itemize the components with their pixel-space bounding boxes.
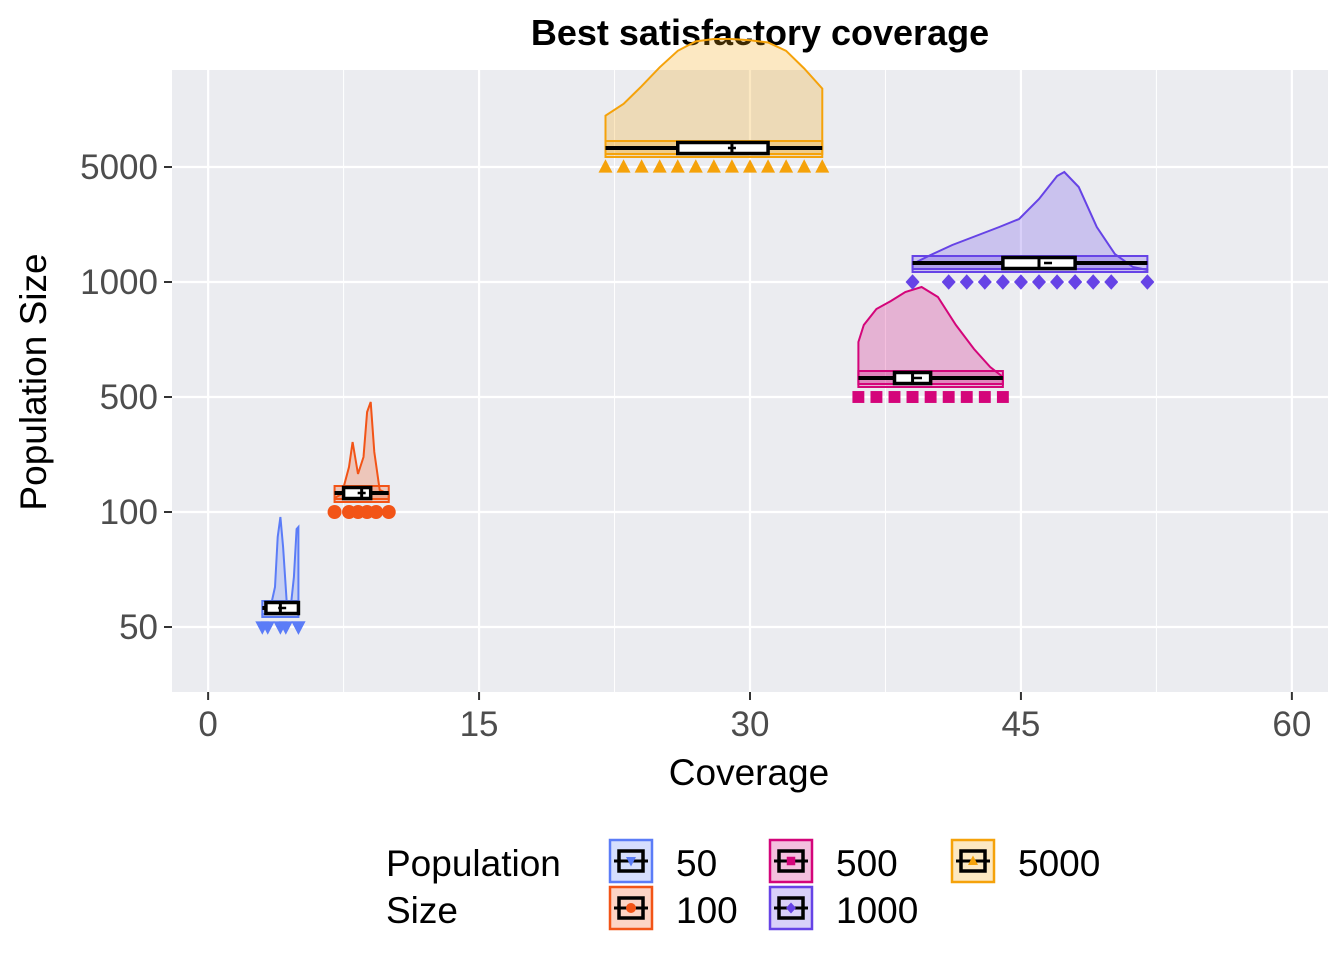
x-tick-label: 15 (460, 705, 499, 744)
legend-item-500: 500 (768, 838, 898, 884)
point-500 (888, 391, 901, 403)
point-500 (978, 391, 991, 403)
x-tick-label: 45 (1001, 705, 1040, 744)
y-tick-label: 500 (100, 378, 158, 417)
point-5000 (670, 159, 685, 173)
point-1000 (1086, 274, 1101, 290)
point-500 (960, 391, 973, 403)
point-5000 (688, 159, 703, 173)
legend-key-marker (786, 902, 796, 914)
point-5000 (724, 159, 739, 173)
legend-key-box (777, 849, 805, 873)
y-axis-title: Population Size (13, 253, 54, 510)
point-500 (870, 391, 883, 403)
x-tick-label: 30 (731, 705, 770, 744)
point-50 (291, 621, 306, 635)
point-50 (260, 621, 275, 635)
x-axis: 0 15 30 45 60 (198, 692, 1311, 744)
legend-label-50: 50 (676, 843, 717, 884)
raw-points (255, 159, 1155, 635)
density-cloud-500 (857, 285, 1004, 388)
legend-key-marker (626, 903, 636, 913)
point-5000 (706, 159, 721, 173)
x-tick-label: 60 (1272, 705, 1311, 744)
point-500 (942, 391, 955, 403)
point-1000 (1050, 274, 1065, 290)
chart-title: Best satisfactory coverage (531, 12, 989, 53)
legend-key-box (959, 849, 987, 873)
legend-key-box (777, 896, 805, 920)
y-tick-label: 1000 (80, 263, 158, 302)
box-5000 (676, 140, 770, 156)
point-5000 (634, 159, 649, 173)
legend-label-100: 100 (676, 890, 738, 931)
legend-item-50: 50 (608, 838, 717, 884)
legend-label-500: 500 (836, 843, 898, 884)
point-500 (852, 391, 865, 403)
point-100 (381, 505, 396, 519)
legend-key-box (617, 849, 645, 873)
box-100 (341, 485, 373, 501)
point-5000 (761, 159, 776, 173)
legend: Population Size 50 100 500 1000 5000 (386, 838, 1100, 931)
point-1000 (1013, 274, 1028, 290)
legend-key-box (617, 896, 645, 920)
box-plots (261, 140, 1149, 616)
legend-label-5000: 5000 (1018, 843, 1100, 884)
point-500 (906, 391, 919, 403)
point-1000 (1032, 274, 1046, 290)
legend-item-5000: 5000 (950, 838, 1100, 884)
point-50 (278, 621, 293, 635)
point-500 (924, 391, 937, 403)
point-5000 (779, 159, 794, 173)
point-1000 (959, 274, 974, 290)
point-1000 (1104, 274, 1119, 290)
point-1000 (977, 274, 992, 290)
y-tick-label: 50 (119, 608, 158, 647)
point-1000 (941, 274, 956, 290)
point-1000 (1068, 274, 1083, 290)
point-500 (996, 391, 1009, 403)
y-axis: 50 100 500 1000 5000 (80, 148, 172, 647)
point-5000 (797, 159, 812, 173)
legend-title-line-1: Population (386, 843, 561, 884)
legend-key-marker (626, 857, 636, 867)
legend-title-line-2: Size (386, 890, 458, 931)
legend-item-1000: 1000 (768, 885, 918, 931)
x-axis-title: Coverage (669, 752, 829, 793)
point-5000 (616, 159, 631, 173)
x-tick-label: 0 (198, 705, 217, 744)
point-5000 (652, 159, 667, 173)
legend-item-100: 100 (608, 885, 738, 931)
point-1000 (905, 274, 920, 290)
point-1000 (1140, 274, 1155, 290)
y-tick-label: 5000 (80, 148, 158, 187)
point-5000 (743, 159, 757, 173)
point-5000 (598, 159, 613, 173)
legend-key-marker (786, 856, 796, 866)
point-5000 (815, 159, 830, 173)
density-cloud-5000 (604, 38, 824, 158)
point-100 (369, 505, 384, 519)
legend-label-1000: 1000 (836, 890, 918, 931)
legend-key-marker (968, 855, 978, 865)
point-1000 (995, 274, 1010, 290)
y-tick-label: 100 (100, 493, 158, 532)
point-100 (327, 505, 342, 519)
